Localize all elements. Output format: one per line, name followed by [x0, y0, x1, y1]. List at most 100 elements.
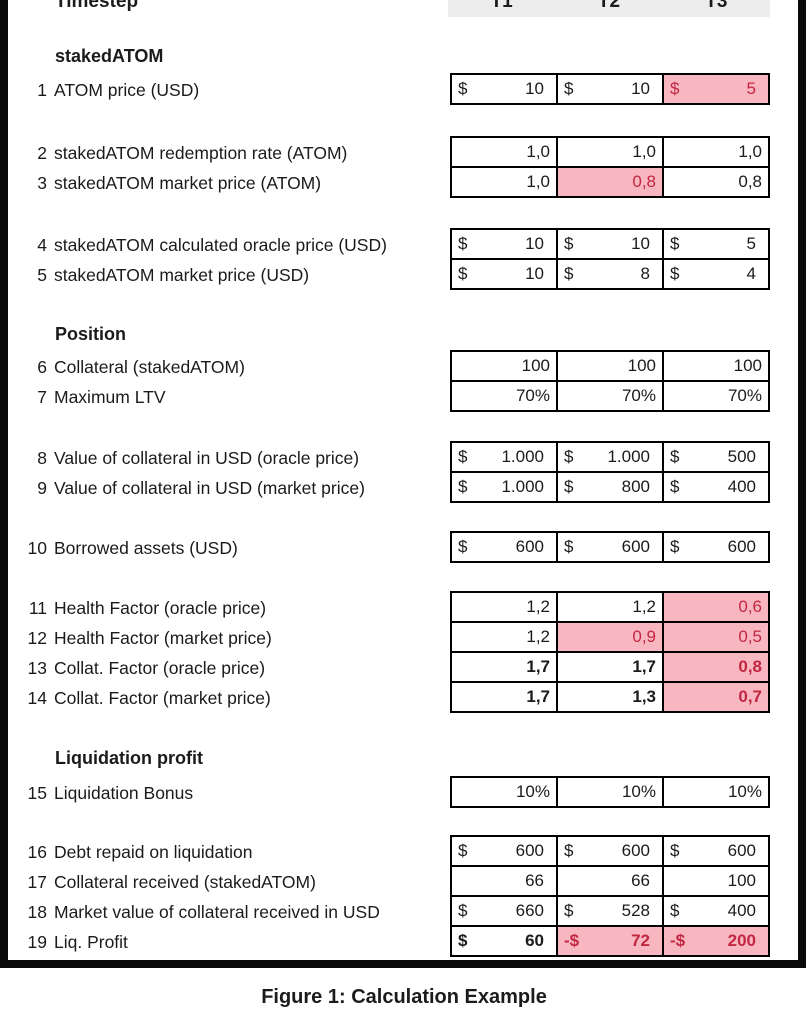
- row-label: Liquidation Bonus: [54, 782, 194, 803]
- cell-value: 72: [631, 931, 650, 950]
- row-labels: 6 Collateral (stakedATOM) 7 Maximum LTV: [0, 352, 245, 412]
- row-number: 9: [37, 477, 47, 498]
- row-label: Market value of collateral received in U…: [54, 901, 380, 922]
- cell-value: 528: [621, 901, 650, 920]
- currency-symbol: $: [564, 901, 574, 920]
- value-cell: $400: [664, 473, 768, 501]
- row-number: 7: [37, 386, 47, 407]
- value-cell: 70%: [664, 382, 768, 410]
- cell-value: 70%: [515, 386, 550, 405]
- value-cell: 1,0: [452, 168, 556, 196]
- cell-value: 1,7: [526, 657, 550, 676]
- value-grid: 1,2 1,2 0,6 1,2 0,9 0,5 1,7 1,7 0,8 1,7 1,3 0,7: [450, 591, 770, 713]
- table-row: 1 ATOM price (USD): [0, 75, 199, 105]
- table-row: 5 stakedATOM market price (USD): [0, 260, 387, 290]
- table-header: Timestep T1 T2 T3: [0, 0, 808, 17]
- value-cell: 10%: [558, 778, 662, 806]
- cell-value: 0,8: [632, 172, 656, 191]
- value-cell: $5: [664, 230, 768, 258]
- cell-value: 10: [631, 234, 650, 253]
- value-cell: $10: [452, 75, 556, 103]
- value-cell: $1.000: [452, 473, 556, 501]
- row-label: stakedATOM market price (USD): [54, 264, 310, 285]
- row-label: stakedATOM redemption rate (ATOM): [54, 142, 348, 163]
- row-labels: 2 stakedATOM redemption rate (ATOM) 3 stake…: [0, 138, 347, 198]
- cell-value: 0,5: [738, 627, 762, 646]
- cell-value: 10%: [515, 782, 550, 801]
- currency-symbol: $: [458, 901, 468, 920]
- value-cell: 0,5: [664, 623, 768, 651]
- cell-value: 100: [627, 356, 656, 375]
- value-cell: $600: [558, 837, 662, 865]
- cell-value: 0,8: [738, 657, 762, 676]
- row-number: 17: [27, 871, 47, 892]
- cell-value: 10%: [621, 782, 656, 801]
- row-label: stakedATOM calculated oracle price (USD): [54, 234, 387, 255]
- cell-value: 600: [515, 841, 544, 860]
- value-cell: $500: [664, 443, 768, 471]
- cell-value: 1,7: [632, 657, 656, 676]
- value-cell: 0,7: [664, 683, 768, 711]
- cell-value: 1.000: [501, 477, 544, 496]
- value-cell: 10%: [664, 778, 768, 806]
- cell-value: 600: [515, 537, 544, 556]
- row-label: Collat. Factor (market price): [54, 687, 271, 708]
- table-row: 19 Liq. Profit: [0, 927, 380, 957]
- table-row: 6 Collateral (stakedATOM): [0, 352, 245, 382]
- currency-symbol: -$: [670, 931, 686, 950]
- value-cell: 1,7: [452, 653, 556, 681]
- value-cell: $600: [664, 837, 768, 865]
- value-cell: $10: [452, 260, 556, 288]
- row-number: 14: [27, 687, 47, 708]
- value-cell: $5: [664, 75, 768, 103]
- row-number: 15: [27, 782, 47, 803]
- cell-value: 100: [521, 356, 550, 375]
- currency-symbol: $: [670, 537, 680, 556]
- row-label: ATOM price (USD): [54, 79, 200, 100]
- cell-value: 0,6: [738, 597, 762, 616]
- table-row: 18 Market value of collateral received in…: [0, 897, 380, 927]
- row-labels: 1 ATOM price (USD): [0, 75, 199, 105]
- value-cell: $800: [558, 473, 662, 501]
- row-labels: 11 Health Factor (oracle price) 12 Health F…: [0, 593, 272, 713]
- table-row: 12 Health Factor (market price): [0, 623, 272, 653]
- row-label: Debt repaid on liquidation: [54, 841, 253, 862]
- row-labels: 8 Value of collateral in USD (oracle pric…: [0, 443, 365, 503]
- value-cell: 100: [558, 352, 662, 380]
- cell-value: 1,2: [632, 597, 656, 616]
- row-labels: 15 Liquidation Bonus: [0, 778, 194, 808]
- cell-value: 0,8: [738, 172, 762, 191]
- value-grid: $600 $600 $600: [450, 531, 770, 563]
- value-cell: $8: [558, 260, 662, 288]
- value-cell: 70%: [558, 382, 662, 410]
- row-number: 6: [37, 356, 47, 377]
- currency-symbol: $: [564, 537, 574, 556]
- row-number: 13: [27, 657, 47, 678]
- row-label: Health Factor (oracle price): [54, 597, 267, 618]
- row-number: 12: [27, 627, 47, 648]
- value-cell: $600: [664, 533, 768, 561]
- cell-value: 600: [727, 841, 756, 860]
- cell-value: 4: [746, 264, 756, 283]
- value-cell: 1,2: [558, 593, 662, 621]
- currency-symbol: $: [670, 264, 680, 283]
- cell-value: 100: [727, 871, 756, 890]
- row-labels: 16 Debt repaid on liquidation 17 Collateral…: [0, 837, 380, 957]
- table-row: 3 stakedATOM market price (ATOM): [0, 168, 347, 198]
- value-cell: 0,9: [558, 623, 662, 651]
- table-row: 10 Borrowed assets (USD): [0, 533, 238, 563]
- row-labels: 10 Borrowed assets (USD): [0, 533, 238, 563]
- value-cell: 0,6: [664, 593, 768, 621]
- cell-value: 500: [727, 447, 756, 466]
- value-cell: 1,3: [558, 683, 662, 711]
- row-labels: 4 stakedATOM calculated oracle price (USD…: [0, 230, 387, 290]
- value-cell: $4: [664, 260, 768, 288]
- cell-value: 1.000: [501, 447, 544, 466]
- value-cell: $528: [558, 897, 662, 925]
- row-number: 10: [27, 537, 47, 558]
- table-row: 15 Liquidation Bonus: [0, 778, 194, 808]
- value-cell: -$ 72: [558, 927, 662, 955]
- value-cell: 1,2: [452, 623, 556, 651]
- value-cell: $400: [664, 897, 768, 925]
- cell-value: 0,9: [632, 627, 656, 646]
